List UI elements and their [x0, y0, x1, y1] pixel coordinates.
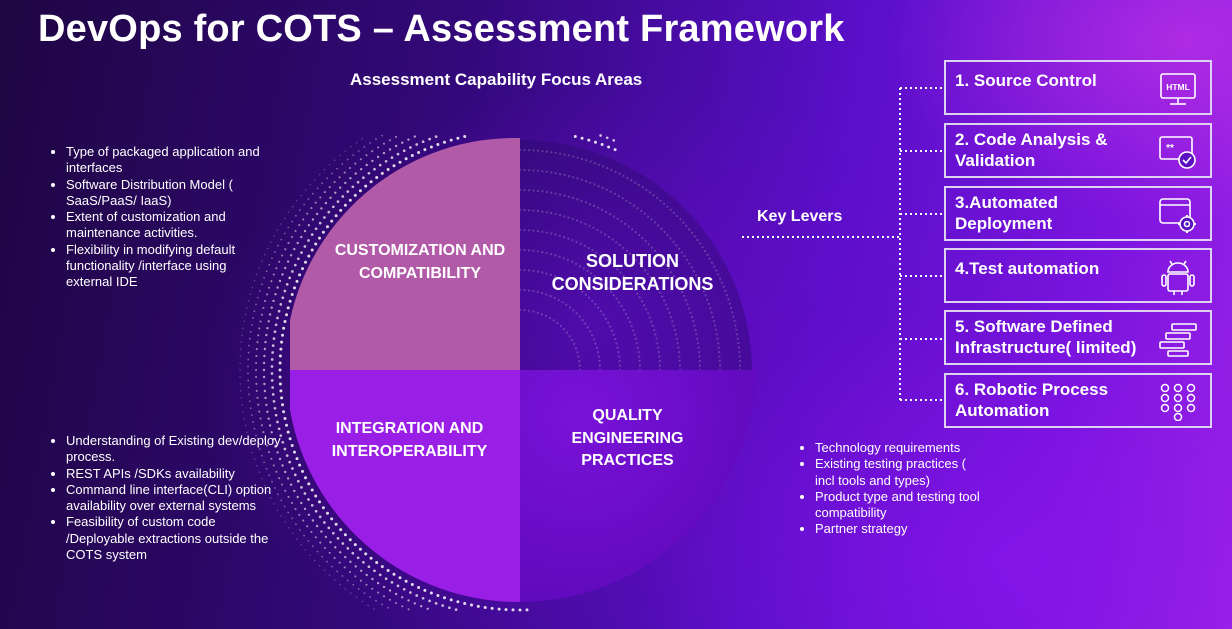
integration-quadrant	[290, 370, 520, 603]
lever-connectors	[742, 87, 944, 401]
quality-label: QUALITY ENGINEERING PRACTICES	[571, 407, 684, 470]
list-item: Partner strategy	[815, 521, 985, 537]
list-item: Existing testing practices ( incl tools …	[815, 456, 985, 489]
quality-bullets: Technology requirements Existing testing…	[793, 440, 985, 538]
lever-label: 5. Software Defined Infrastructure( limi…	[955, 317, 1137, 357]
customization-quadrant	[290, 137, 520, 370]
solution-label: SOLUTION CONSIDERATIONS	[551, 251, 714, 295]
lever-label: 1. Source Control	[955, 71, 1097, 90]
customization-label: CUSTOMIZATION AND COMPATIBILITY	[334, 242, 506, 282]
list-item: Software Distribution Model ( SaaS/PaaS/…	[66, 177, 266, 210]
list-item: Product type and testing tool compatibil…	[815, 489, 985, 522]
list-item: Technology requirements	[815, 440, 985, 456]
dot-grid-icon	[1158, 383, 1198, 422]
key-levers-label: Key Levers	[757, 208, 843, 225]
lever-software-defined-infrastructure: 5. Software Defined Infrastructure( limi…	[944, 310, 1212, 365]
lever-label: 6. Robotic Process Automation	[955, 380, 1109, 420]
integration-bullets: Understanding of Existing dev/deploy pro…	[44, 433, 281, 563]
lever-source-control: 1. Source Control HTML	[944, 60, 1212, 115]
list-item: Flexibility in modifying default functio…	[66, 242, 266, 291]
code-check-icon: **	[1158, 133, 1198, 171]
lever-label: 2. Code Analysis & Validation	[955, 130, 1108, 170]
lever-robotic-process-automation: 6. Robotic Process Automation	[944, 373, 1212, 428]
solution-quadrant	[520, 140, 752, 370]
integration-label: INTEGRATION AND INTEROPERABILITY	[331, 420, 488, 460]
list-item: Understanding of Existing dev/deploy pro…	[66, 433, 281, 466]
svg-text:HTML: HTML	[1166, 82, 1190, 92]
list-item: Extent of customization and maintenance …	[66, 209, 266, 242]
list-item: Feasibility of custom code /Deployable e…	[66, 514, 281, 563]
lever-label: 4.Test automation	[955, 259, 1100, 278]
list-item: Command line interface(CLI) option avail…	[66, 482, 281, 515]
page-title: DevOps for COTS – Assessment Framework	[38, 8, 845, 50]
lever-test-automation: 4.Test automation	[944, 248, 1212, 303]
quality-quadrant	[520, 370, 756, 602]
svg-text:**: **	[1166, 143, 1174, 154]
html-monitor-icon: HTML	[1158, 70, 1198, 108]
stacked-bars-icon	[1158, 320, 1198, 358]
lever-automated-deployment: 3.Automated Deployment	[944, 186, 1212, 241]
customization-bullets: Type of packaged application and interfa…	[44, 144, 266, 291]
list-item: REST APIs /SDKs availability	[66, 466, 281, 482]
android-robot-icon	[1158, 258, 1198, 296]
window-gear-icon	[1158, 196, 1198, 234]
lever-code-analysis: 2. Code Analysis & Validation **	[944, 123, 1212, 178]
list-item: Type of packaged application and interfa…	[66, 144, 266, 177]
page-subtitle: Assessment Capability Focus Areas	[350, 70, 643, 89]
lever-label: 3.Automated Deployment	[955, 193, 1058, 233]
